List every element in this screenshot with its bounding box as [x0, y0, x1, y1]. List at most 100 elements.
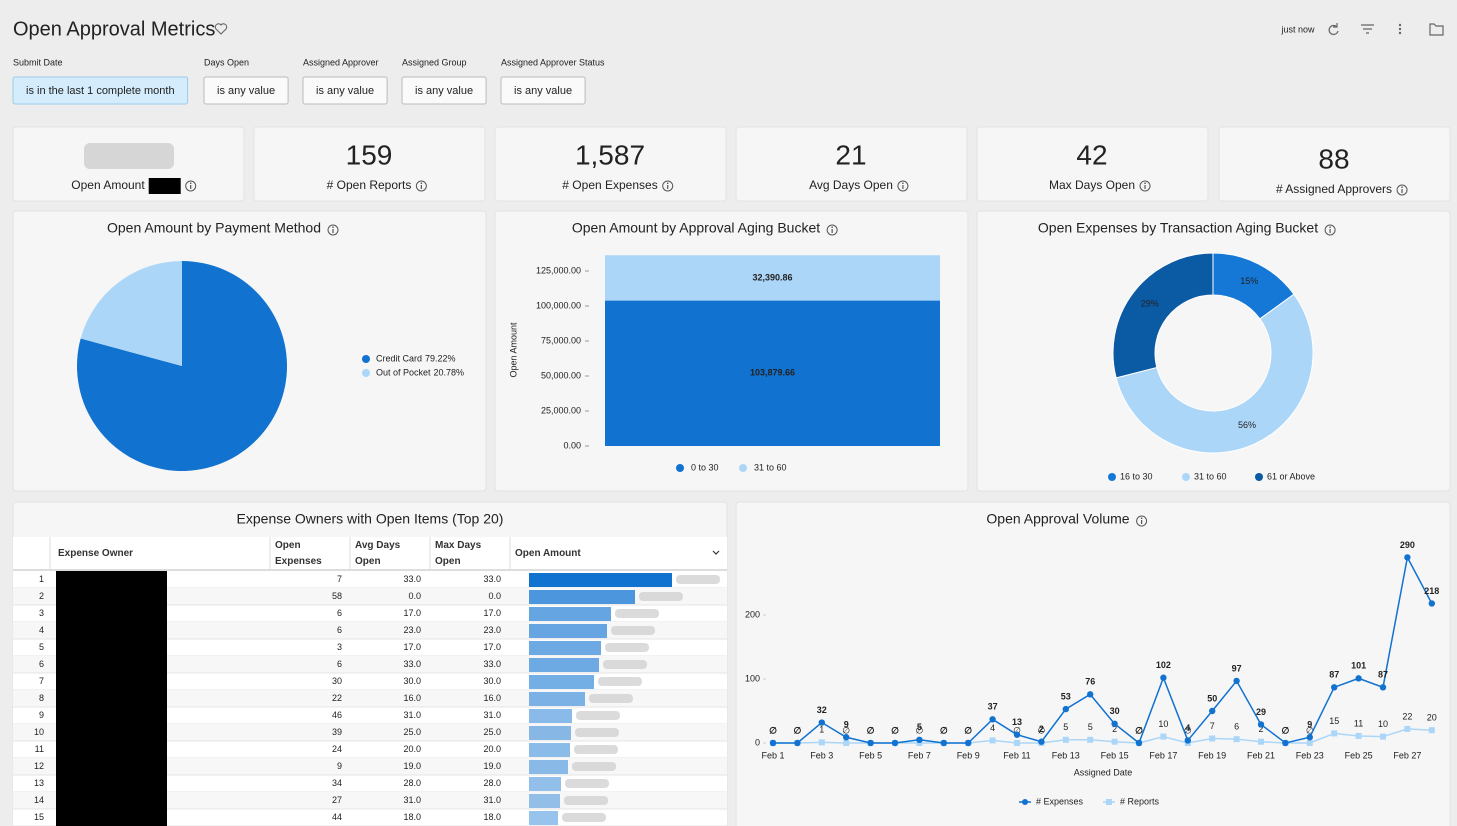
cell: 6	[337, 659, 342, 669]
data-label: 29	[1256, 707, 1266, 717]
point	[1380, 733, 1386, 740]
legend-value: 20.78%	[434, 367, 465, 377]
filter-value: is any value	[415, 85, 473, 97]
cell: 17.0	[403, 608, 421, 618]
sort-chevron[interactable]	[712, 550, 720, 555]
redacted-name	[56, 588, 167, 605]
x-tick-label: Feb 17	[1149, 750, 1177, 760]
point	[843, 734, 850, 741]
kpi-value: 21	[835, 139, 866, 170]
kpi-value: 88	[1318, 143, 1349, 174]
info-icon	[1139, 180, 1151, 192]
more-icon-dot[interactable]	[1398, 23, 1402, 27]
data-label: 87	[1378, 670, 1388, 680]
cell: 34	[332, 778, 342, 788]
donut-slice	[1112, 252, 1214, 379]
point	[1209, 735, 1216, 742]
point	[1038, 738, 1045, 745]
cell: 33.0	[483, 574, 501, 584]
point	[1428, 727, 1435, 734]
filter-button[interactable]	[12, 76, 189, 105]
x-tick-label: Feb 15	[1101, 750, 1129, 760]
cell: 0.0	[408, 591, 421, 601]
refresh-icon[interactable]	[1328, 23, 1339, 35]
data-label: ∅	[1306, 725, 1314, 735]
point	[1306, 734, 1314, 741]
kpi-label: Max Days Open	[1049, 178, 1135, 192]
data-label: ∅	[964, 725, 972, 735]
cell: 44	[332, 812, 342, 822]
x-axis-label: Assigned Date	[1074, 767, 1133, 777]
row-index: 8	[39, 693, 44, 703]
filter-value: is any value	[217, 85, 275, 97]
point	[1160, 733, 1167, 740]
redacted-name	[56, 741, 167, 758]
refresh-status: just now	[1280, 24, 1315, 34]
favorite-icon[interactable]	[214, 23, 228, 35]
cell: 24	[332, 744, 342, 754]
bar-segment	[605, 255, 940, 301]
point	[1160, 674, 1167, 681]
panel	[735, 126, 968, 202]
point	[989, 716, 996, 723]
more-icon-dot[interactable]	[1398, 27, 1402, 31]
filter-value: is any value	[514, 85, 572, 97]
cell: 25.0	[483, 727, 501, 737]
filter-label: Assigned Approver Status	[501, 57, 605, 67]
blurred-amount	[562, 813, 606, 822]
legend-marker	[1022, 799, 1028, 805]
filter-button[interactable]	[203, 76, 289, 105]
column-header: Open Expenses	[275, 540, 322, 567]
filter-button[interactable]	[401, 76, 487, 105]
row-index: 9	[39, 710, 44, 720]
legend-swatch	[362, 369, 370, 377]
legend-label: Out of Pocket	[376, 367, 431, 377]
info-icon-dot	[1401, 186, 1403, 188]
data-label: 101	[1351, 661, 1366, 671]
data-label: 37	[988, 702, 998, 712]
data-label: ∅	[1184, 725, 1192, 735]
cell: 33.0	[483, 659, 501, 669]
point	[1062, 705, 1070, 713]
row-index: 11	[35, 744, 44, 754]
redacted-name	[56, 571, 167, 588]
amount-bar	[529, 624, 607, 638]
cell: 46	[332, 710, 342, 720]
row-index: 10	[34, 727, 44, 737]
blurred-amount	[639, 592, 683, 601]
filter-icon[interactable]	[1361, 24, 1374, 34]
legend-label: 0 to 30	[691, 462, 719, 472]
kpi-value: 42	[1076, 139, 1107, 170]
cell: 20.0	[483, 744, 501, 754]
amount-bar	[529, 709, 572, 723]
legend-swatch	[362, 355, 370, 363]
data-label: ∅	[793, 725, 801, 735]
data-label: 5	[917, 722, 922, 732]
cell: 33.0	[403, 659, 421, 669]
bar-segment	[605, 300, 940, 446]
info-icon-dot	[831, 226, 833, 228]
data-label: 53	[1061, 691, 1071, 701]
point	[1013, 731, 1021, 738]
point	[1209, 707, 1216, 715]
column-header: Expense Owner	[58, 548, 133, 559]
blurred-amount	[575, 728, 619, 737]
x-tick-label: Feb 3	[810, 750, 833, 760]
cell: 19.0	[483, 761, 501, 771]
data-label: 50	[1207, 693, 1217, 703]
data-label: 2	[1258, 724, 1263, 734]
filter-button[interactable]	[500, 76, 586, 105]
info-icon-dot	[902, 182, 904, 184]
cell: 16.0	[483, 693, 501, 703]
folder-icon[interactable]	[1429, 23, 1444, 36]
point	[794, 739, 801, 747]
data-label: ∅	[915, 725, 923, 735]
more-icon-dot[interactable]	[1398, 31, 1402, 35]
legend-swatch	[1182, 473, 1190, 481]
filter-button[interactable]	[302, 76, 388, 105]
row-stripe	[13, 792, 727, 809]
legend-label: 31 to 60	[1194, 471, 1227, 481]
column-header-text: Open Expenses	[275, 540, 322, 567]
data-label: 29%	[1141, 298, 1159, 308]
